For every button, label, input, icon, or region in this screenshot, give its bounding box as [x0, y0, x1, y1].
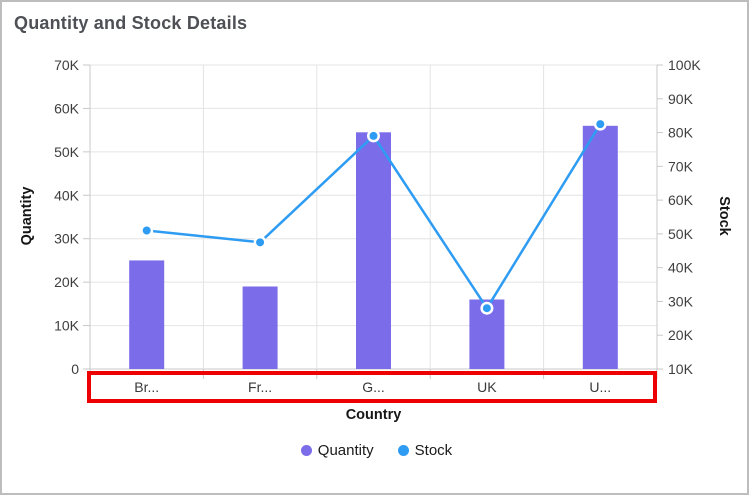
legend: Quantity Stock [2, 440, 747, 460]
legend-item-quantity[interactable]: Quantity [300, 441, 374, 459]
quantity-bar [582, 125, 618, 369]
legend-label: Stock [414, 441, 453, 459]
y-axis-right-tick-label: 90K [668, 91, 694, 107]
y-axis-left-tick-label: 50K [54, 144, 80, 160]
x-axis-category-label: Fr... [248, 379, 272, 395]
y-axis-right-tick-label: 80K [668, 125, 694, 141]
y-axis-right-tick-label: 100K [668, 57, 701, 73]
x-axis-title: Country [345, 407, 402, 423]
x-axis-category-label: Br... [134, 379, 159, 395]
plot-area: 0 10K 20K 30K 40K 50K 60K 70K 10K 20K 30K 40K 50K 60K… [54, 57, 701, 395]
legend-label: Quantity [317, 441, 374, 459]
chart-title: Quantity and Stock Details [14, 13, 248, 33]
y-axis-right-tick-label: 30K [668, 293, 694, 309]
y-axis-left-tick-label: 60K [54, 100, 80, 116]
stock-point [256, 238, 265, 247]
y-axis-left-title: Quantity [19, 186, 35, 246]
y-axis-left-tick-label: 30K [54, 231, 80, 247]
y-axis-left-tick-label: 0 [71, 361, 79, 377]
legend-item-stock[interactable]: Stock [397, 441, 453, 459]
y-axis-right-tick-label: 40K [668, 260, 694, 276]
y-axis-right-tick-label: 70K [668, 158, 694, 174]
y-axis-right-tick-label: 10K [668, 361, 694, 377]
quantity-bar [356, 132, 391, 369]
y-axis-right-tick-label: 50K [668, 226, 694, 242]
y-axis-right-title: Stock [716, 196, 732, 236]
y-axis-left-tick-label: 20K [54, 274, 80, 290]
quantity-legend-dot-icon [300, 444, 312, 456]
stock-point [142, 226, 151, 235]
y-axis-left-tick-label: 70K [54, 57, 80, 73]
quantity-bar [242, 286, 278, 369]
x-axis-category-label: UK [477, 379, 497, 395]
x-axis-category-label: U... [589, 379, 611, 395]
quantity-bar [129, 260, 165, 369]
y-axis-right-tick-label: 60K [668, 192, 694, 208]
y-axis-right-tick-label: 20K [668, 327, 694, 343]
stock-point [482, 304, 491, 313]
stock-legend-dot-icon [397, 444, 409, 456]
x-axis-category-label: G... [362, 379, 385, 395]
stock-point [369, 131, 378, 140]
stock-point [596, 120, 605, 129]
y-axis-left-tick-label: 40K [54, 187, 80, 203]
y-axis-left-tick-label: 10K [54, 318, 80, 334]
